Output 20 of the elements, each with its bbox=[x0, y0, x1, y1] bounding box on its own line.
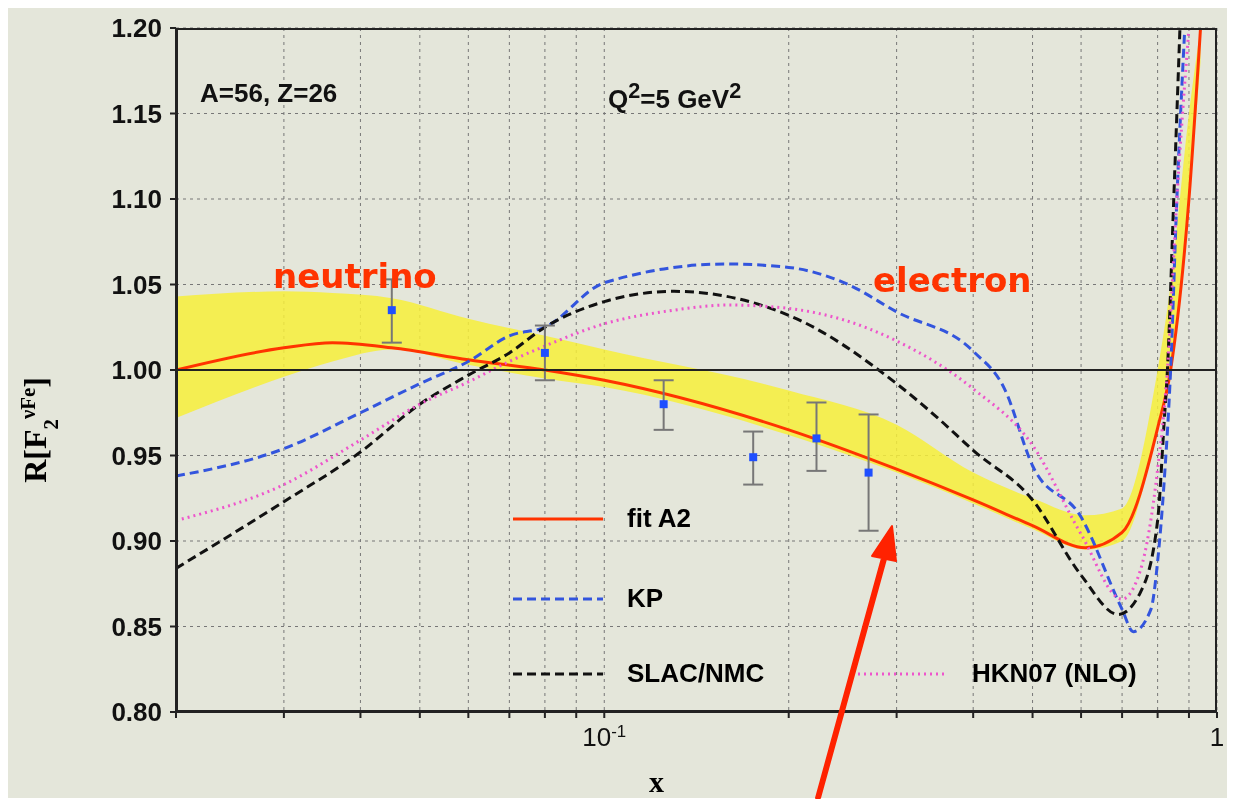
y-tick-label: 0.90 bbox=[111, 526, 162, 556]
y-tick-label: 0.80 bbox=[111, 697, 162, 727]
annotation: electron bbox=[873, 260, 1032, 300]
legend-label: HKN07 (NLO) bbox=[972, 658, 1137, 689]
annotation: Q$^{2}$=5 GeV$^{2}$ bbox=[608, 78, 742, 114]
y-tick-label: 1.15 bbox=[111, 98, 162, 129]
y-tick-label: 1.05 bbox=[111, 269, 162, 300]
annotation: A=56, Z=26 bbox=[200, 78, 338, 108]
legend-label: SLAC/NMC bbox=[627, 658, 765, 689]
annotation: neutrino bbox=[273, 256, 437, 296]
y-tick-label: 1.00 bbox=[111, 355, 162, 385]
y-tick-label: 1.20 bbox=[111, 13, 162, 43]
x-tick-label: 1 bbox=[1209, 722, 1225, 752]
legend-label: KP bbox=[627, 583, 664, 614]
x-axis-title: x bbox=[649, 765, 664, 798]
y-tick-label: 0.95 bbox=[111, 440, 162, 471]
x-tick-label: 10$^{-1}$ bbox=[582, 721, 627, 752]
y-tick-label: 1.10 bbox=[111, 184, 162, 214]
y-tick-label: 0.85 bbox=[111, 611, 162, 642]
legend-label: fit A2 bbox=[627, 503, 692, 534]
